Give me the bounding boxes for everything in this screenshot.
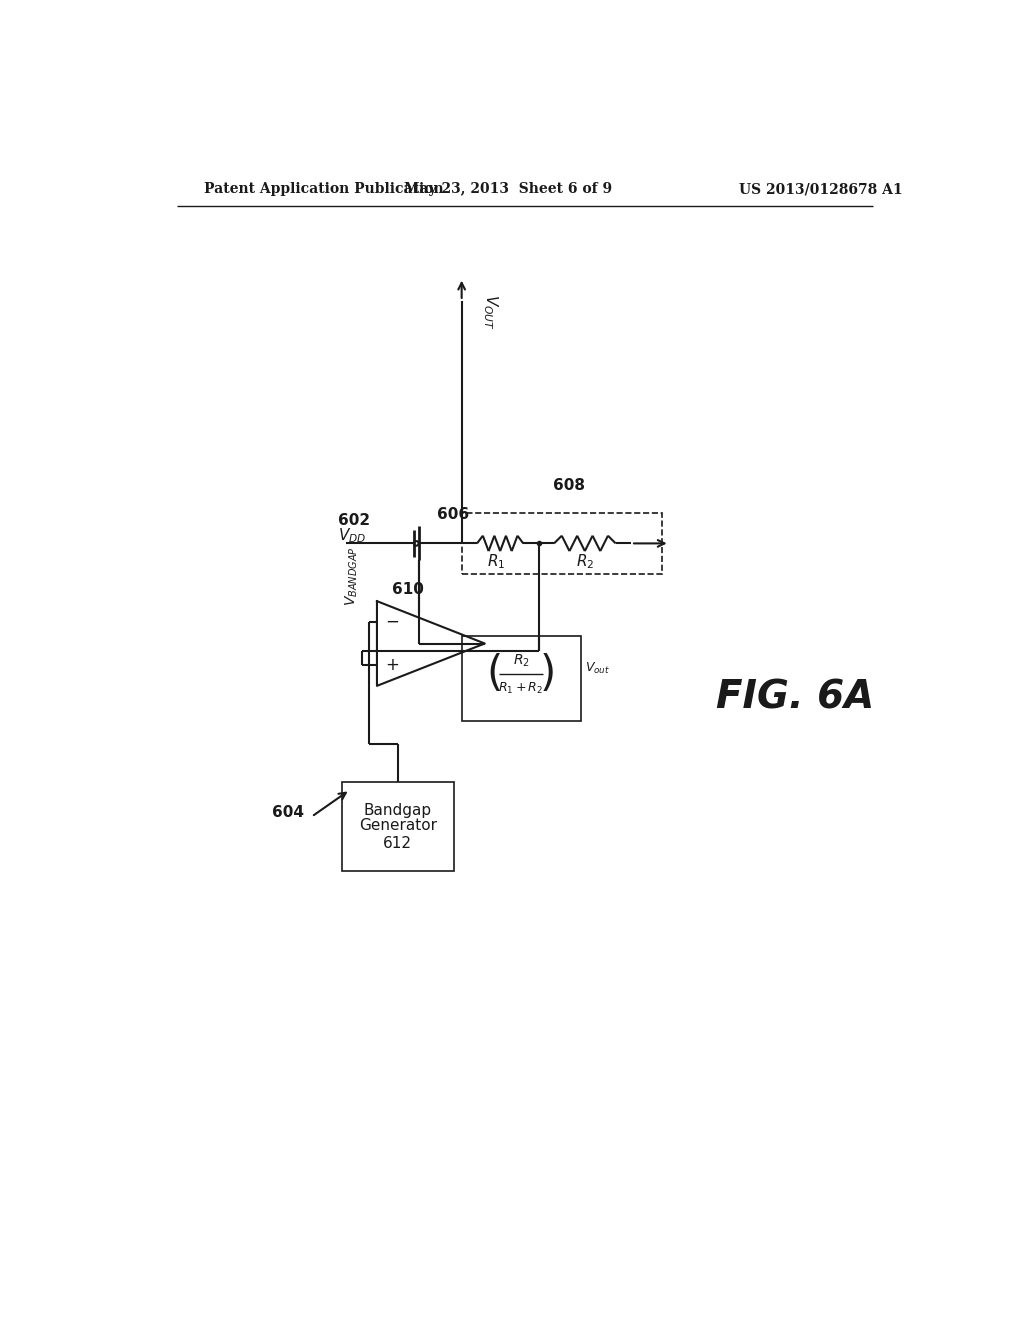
Text: $R_1$: $R_1$: [487, 553, 506, 572]
Text: −: −: [385, 612, 399, 631]
Text: Bandgap: Bandgap: [364, 803, 432, 818]
Text: 612: 612: [383, 836, 413, 851]
Text: $R_2$: $R_2$: [513, 652, 529, 669]
Text: Generator: Generator: [358, 818, 437, 833]
Text: May 23, 2013  Sheet 6 of 9: May 23, 2013 Sheet 6 of 9: [403, 182, 612, 197]
Text: $V_{out}$: $V_{out}$: [585, 660, 610, 676]
Text: $R_2$: $R_2$: [575, 553, 594, 572]
Text: 604: 604: [271, 805, 304, 821]
Text: 606: 606: [437, 507, 469, 521]
Bar: [342, 781, 454, 871]
Text: $R_1+R_2$: $R_1+R_2$: [499, 681, 544, 696]
Text: $V_{DD}$: $V_{DD}$: [339, 527, 367, 545]
Text: $V_{BANDGAP}$: $V_{BANDGAP}$: [344, 546, 360, 606]
Text: 602: 602: [339, 512, 371, 528]
Text: ): ): [540, 653, 556, 696]
Bar: [462, 636, 581, 721]
Text: US 2013/0128678 A1: US 2013/0128678 A1: [739, 182, 902, 197]
Text: FIG. 6A: FIG. 6A: [716, 678, 874, 717]
Text: (: (: [485, 653, 502, 696]
Text: +: +: [385, 656, 399, 675]
Text: 608: 608: [553, 478, 586, 494]
Bar: [462, 512, 662, 574]
Text: Patent Application Publication: Patent Application Publication: [204, 182, 443, 197]
Text: 610: 610: [392, 582, 424, 597]
Text: $V_{OUT}$: $V_{OUT}$: [481, 294, 500, 330]
